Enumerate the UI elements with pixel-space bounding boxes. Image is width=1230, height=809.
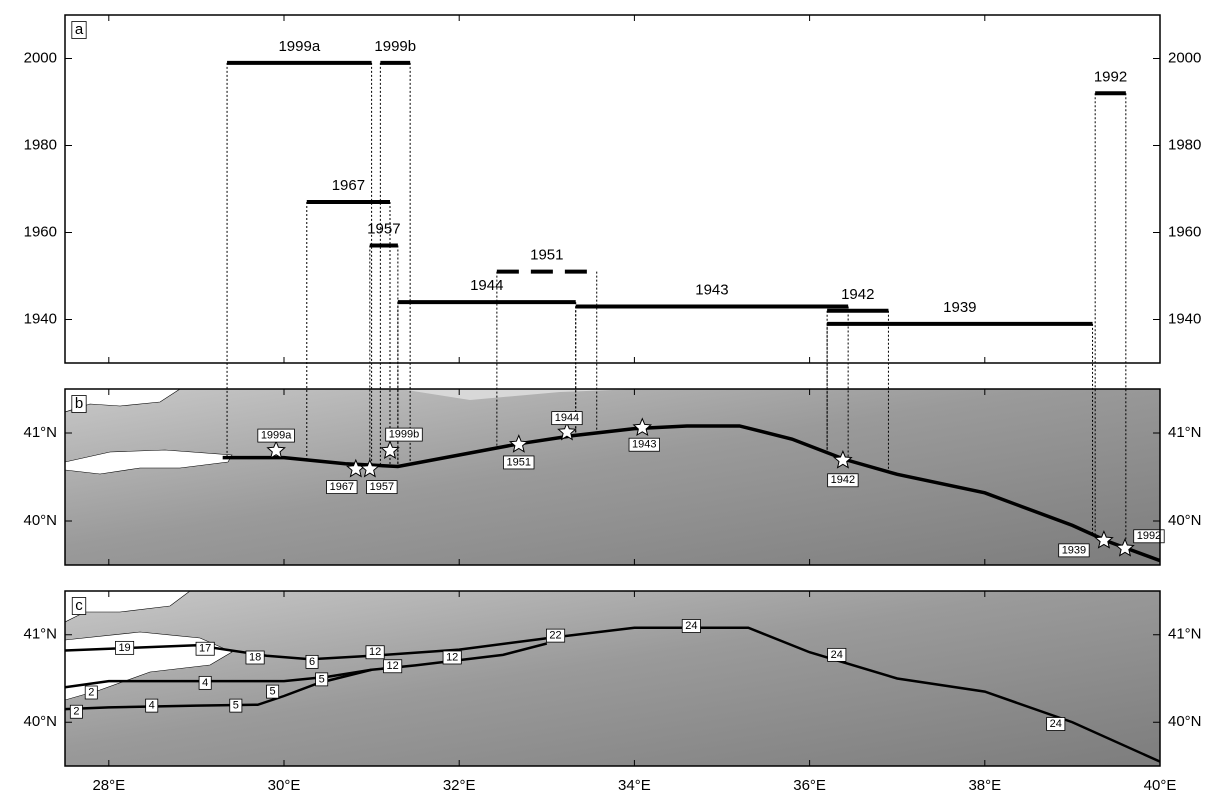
y-tick-label: 1940: [1168, 310, 1201, 327]
y-tick-label: 1980: [1168, 136, 1201, 153]
panel-label: b: [75, 395, 83, 412]
y-tick-label: 41°N: [23, 626, 57, 643]
y-tick-label: 40°N: [23, 713, 57, 730]
x-tick-label: 36°E: [793, 777, 826, 794]
contour-label-group: 12: [383, 660, 401, 673]
contour-label-group: 24: [1047, 718, 1065, 731]
rupture-label: 1967: [332, 177, 365, 194]
contour-label-group: 24: [828, 648, 846, 661]
y-tick-label: 2000: [24, 49, 57, 66]
contour-label-group: 22: [546, 629, 564, 642]
epicenter-label: 1992: [1137, 530, 1161, 542]
epicenter-label: 1999b: [389, 429, 420, 441]
contour-label: 5: [319, 673, 325, 685]
rupture-label: 1992: [1094, 68, 1127, 85]
rupture-label: 1999a: [278, 38, 320, 55]
epicenter-label: 1967: [330, 481, 354, 493]
epicenter-label-group: 1967: [327, 481, 357, 494]
panel-label-group: c: [72, 597, 86, 615]
rupture-label: 1951: [530, 247, 563, 264]
panel-frame: [65, 15, 1160, 363]
contour-label: 19: [118, 642, 130, 654]
contour-label: 2: [88, 686, 94, 698]
contour-label: 2: [73, 706, 79, 718]
y-tick-label: 40°N: [23, 512, 57, 529]
contour-label-group: 18: [246, 651, 264, 664]
y-tick-label: 41°N: [1168, 626, 1202, 643]
y-tick-label: 41°N: [1168, 424, 1202, 441]
contour-label: 4: [149, 700, 155, 712]
epicenter-label-group: 1957: [367, 481, 397, 494]
epicenter-label-group: 1943: [629, 438, 659, 451]
x-tick-label: 34°E: [618, 777, 651, 794]
epicenter-label-group: 1999a: [258, 429, 295, 442]
contour-label-group: 4: [199, 676, 211, 689]
contour-label: 6: [309, 656, 315, 668]
x-tick-label: 30°E: [268, 777, 301, 794]
relief-b: [65, 389, 1160, 565]
rupture-label: 1944: [470, 277, 503, 294]
contour-label: 4: [202, 677, 208, 689]
x-tick-label: 40°E: [1144, 777, 1177, 794]
rupture-label: 1939: [943, 299, 976, 316]
epicenter-label-group: 1942: [828, 474, 858, 487]
epicenter-label: 1999a: [261, 430, 292, 442]
contour-label-group: 19: [115, 641, 133, 654]
panel-label: a: [75, 21, 84, 38]
x-tick-label: 32°E: [443, 777, 476, 794]
epicenter-label: 1951: [507, 456, 531, 468]
panel-label-group: b: [72, 395, 86, 413]
epicenter-label: 1942: [831, 474, 855, 486]
epicenter-label: 1944: [555, 412, 579, 424]
contour-label-group: 5: [230, 699, 242, 712]
rupture-label: 1942: [841, 286, 874, 303]
contour-label-group: 2: [85, 686, 97, 699]
contour-label-group: 4: [146, 699, 158, 712]
epicenter-label-group: 1999b: [386, 428, 423, 441]
y-tick-label: 1960: [24, 223, 57, 240]
y-tick-label: 40°N: [1168, 713, 1202, 730]
contour-label-group: 6: [306, 655, 318, 668]
panel-label: c: [75, 597, 83, 614]
panel-label-group: a: [72, 21, 86, 39]
epicenter-label-group: 1951: [504, 456, 534, 469]
contour-label: 12: [446, 651, 458, 663]
contour-label-group: 5: [267, 685, 279, 698]
contour-label: 12: [369, 646, 381, 658]
contour-label-group: 5: [316, 673, 328, 686]
figure: 1999a1999b196719571951194419431942193919…: [0, 0, 1230, 804]
x-tick-label: 28°E: [92, 777, 125, 794]
contour-label-group: 2: [70, 705, 82, 718]
contour-label-group: 12: [443, 651, 461, 664]
contour-label: 24: [685, 620, 697, 632]
rupture-label: 1999b: [374, 38, 416, 55]
contour-label: 24: [831, 649, 843, 661]
contour-label: 5: [270, 686, 276, 698]
epicenter-label: 1943: [632, 439, 656, 451]
epicenter-label-group: 1939: [1059, 544, 1089, 557]
rupture-label: 1943: [695, 281, 728, 298]
epicenter-label-group: 1944: [552, 412, 582, 425]
contour-label: 22: [549, 630, 561, 642]
y-tick-label: 41°N: [23, 424, 57, 441]
y-tick-label: 1960: [1168, 223, 1201, 240]
contour-label-group: 12: [366, 646, 384, 659]
x-tick-label: 38°E: [968, 777, 1001, 794]
rupture-label: 1957: [367, 221, 400, 238]
contour-label: 24: [1050, 718, 1062, 730]
y-tick-label: 1980: [24, 136, 57, 153]
epicenter-label: 1957: [370, 481, 394, 493]
y-tick-label: 2000: [1168, 49, 1201, 66]
y-tick-label: 40°N: [1168, 512, 1202, 529]
contour-label-group: 17: [196, 642, 214, 655]
contour-label: 18: [249, 651, 261, 663]
epicenter-label: 1939: [1062, 544, 1086, 556]
contour-label: 17: [199, 643, 211, 655]
contour-label-group: 24: [682, 620, 700, 633]
contour-label: 12: [386, 660, 398, 672]
contour-label: 5: [233, 700, 239, 712]
relief-c: [65, 591, 1160, 766]
y-tick-label: 1940: [24, 310, 57, 327]
